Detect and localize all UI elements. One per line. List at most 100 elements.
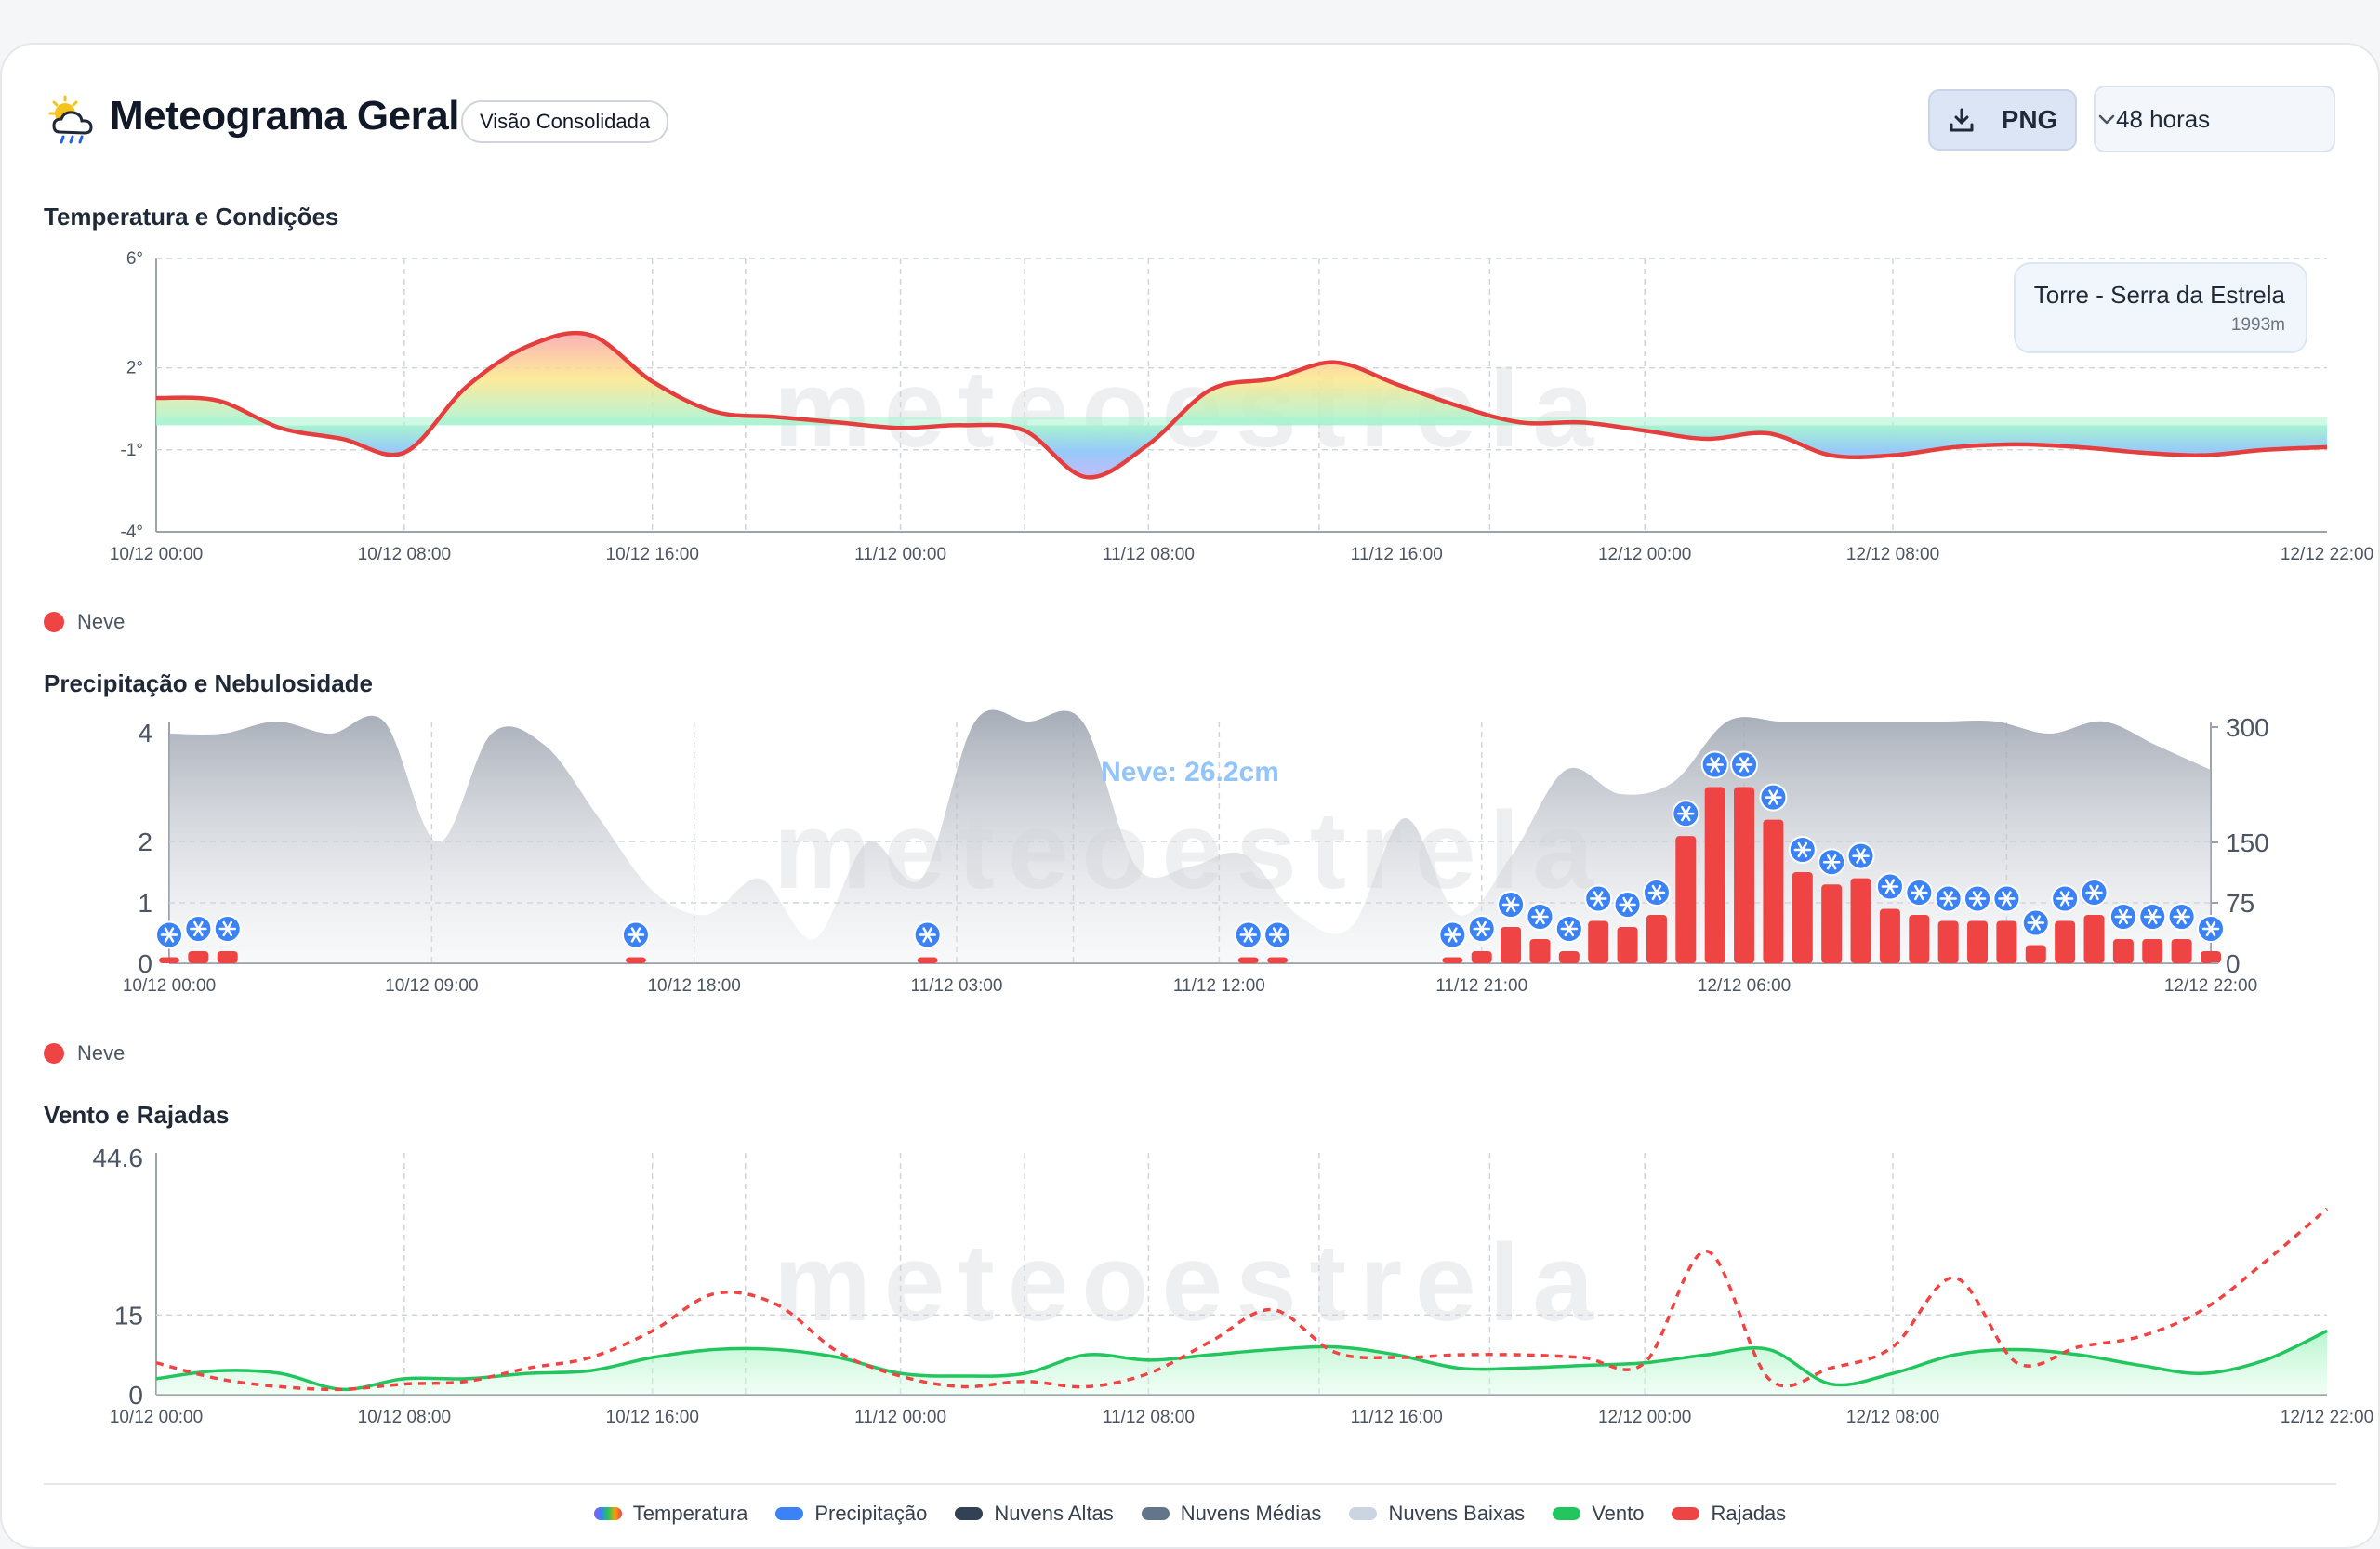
page-title: Meteograma Geral [110,93,459,139]
snowflake-icon [1788,836,1817,864]
snowflake-stroke [164,927,175,943]
snowflake-icon [1759,783,1788,812]
divider [44,1483,2336,1485]
legend-label: Vento [1592,1502,1645,1525]
y-right-tick-label: 75 [2226,889,2254,918]
view-badge: Visão Consolidada [461,100,669,143]
legend-item-mid-clouds[interactable]: Nuvens Médias [1141,1502,1322,1526]
snowflake-stroke [2205,920,2216,937]
snowflake-icon [1934,884,1963,913]
y-tick-label: -1° [121,441,144,460]
y-tick-label: 15 [114,1301,143,1330]
legend-label: Nuvens Médias [1180,1502,1322,1525]
watermark: meteoestrela [774,1222,1606,1344]
snow-bar [188,951,209,963]
station-name: Torre - Serra da Estrela [2033,281,2285,309]
snowflake-icon [2138,903,2167,931]
snowflake-stroke [2148,908,2158,925]
snow-legend-label: Neve [77,1041,126,1065]
snowflake-stroke [1448,927,1458,943]
snowflake-stroke [1768,789,1778,805]
snowflake-icon [1263,920,1292,949]
snowflake-stroke [1681,805,1691,822]
gusts-line [155,1207,2329,1392]
snowflake-stroke [1797,841,1808,858]
x-tick-label: 10/12 16:00 [606,1408,699,1427]
x-tick-label: 11/12 00:00 [854,545,946,564]
snowflake-stroke [2030,915,2042,931]
x-tick-label: 11/12 16:00 [1351,545,1443,564]
rainbow-swatch-icon [593,1507,622,1520]
snow-bar [1879,908,1900,963]
legend-item-precipitation[interactable]: Precipitação [775,1502,927,1526]
x-tick-label: 12/12 22:00 [2164,976,2257,996]
bottom-legend: Temperatura Precipitação Nuvens Altas Nu… [0,1502,2380,1526]
x-tick-label: 12/12 22:00 [2281,1408,2373,1427]
snowflake-stroke [1243,927,1253,943]
range-select[interactable]: 48 horas [2094,86,2335,152]
x-tick-label: 10/12 00:00 [123,976,216,996]
snow-bar [217,951,238,963]
legend-label: Rajadas [1711,1502,1787,1525]
wind-line [155,1329,2328,1392]
snowflake-icon [1846,841,1875,870]
freezing-band [156,417,2327,426]
range-select-value: 48 horas [2116,104,2211,133]
temperature-line [155,330,2328,480]
snow-bar [1704,787,1726,963]
snowflake-icon [1526,903,1554,931]
snowflake-icon [1964,884,1992,913]
snowflake-icon [2167,903,2196,931]
snowflake-stroke [1972,891,1983,907]
snow-bar [1646,915,1667,963]
legend-item-high-clouds[interactable]: Nuvens Altas [955,1502,1114,1526]
snowflake-icon [1875,872,1904,901]
snow-bar [1996,920,2017,963]
snowflake-icon [1992,884,2021,913]
snow-bar [1937,920,1959,963]
download-png-button[interactable]: PNG [1928,89,2077,151]
snowflake-stroke [1826,854,1837,870]
snow-bar [1267,957,1289,963]
y-right-tick-label: 300 [2226,713,2269,742]
snow-bar [1763,819,1784,963]
x-tick-label: 10/12 00:00 [110,1408,203,1427]
snow-bar [1792,872,1813,963]
x-tick-label: 11/12 16:00 [1351,1408,1443,1427]
snow-bar [2083,915,2105,963]
snowflake-stroke [630,927,641,943]
snowflake-icon [2080,879,2109,907]
snowflake-icon [1497,891,1526,919]
snowflake-icon [1467,915,1496,943]
snow-bar [1734,787,1755,963]
snowflake-icon [1700,750,1729,779]
legend-item-wind[interactable]: Vento [1553,1502,1644,1526]
x-tick-label: 12/12 08:00 [1846,1408,1939,1427]
snowflake-icon [621,920,650,949]
snowflake-icon [2021,908,2050,937]
legend-item-low-clouds[interactable]: Nuvens Baixas [1349,1502,1525,1526]
legend-item-gusts[interactable]: Rajadas [1672,1502,1786,1526]
snow-bar [1471,951,1492,963]
snow-legend-2[interactable]: Neve [44,1041,125,1066]
snowflake-icon [913,920,942,949]
snowflake-stroke [1651,884,1662,901]
legend-item-temperature[interactable]: Temperatura [593,1502,747,1526]
snowflake-icon [1438,920,1467,949]
snow-bar [2201,951,2221,963]
snowflake-icon [155,920,183,949]
snow-bar [2142,939,2163,963]
x-tick-label: 11/12 00:00 [854,1408,946,1427]
snowflake-stroke [1739,757,1750,773]
weather-cloud-sun-icon [48,95,93,144]
snow-legend-1[interactable]: Neve [44,610,125,634]
station-info-box: Torre - Serra da Estrela 1993m [2014,262,2307,353]
snow-bar [1588,920,1609,963]
snowflake-stroke [1914,884,1924,901]
y-left-tick-label: 4 [138,719,152,748]
y-left-tick-label: 2 [138,827,152,856]
snowflake-stroke [1884,879,1896,894]
x-tick-label: 11/12 08:00 [1103,545,1195,564]
legend-label: Nuvens Altas [994,1502,1114,1525]
